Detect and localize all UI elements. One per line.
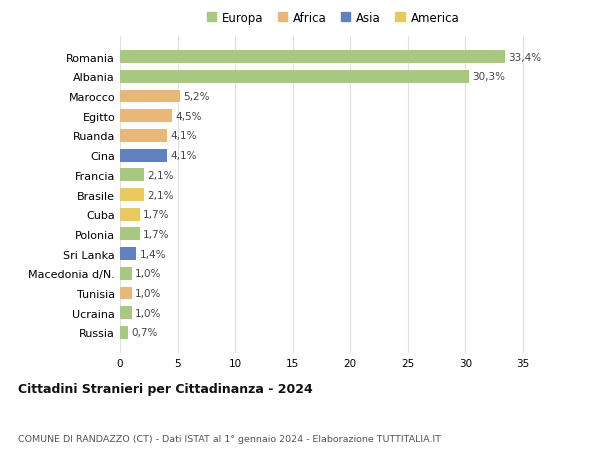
Text: COMUNE DI RANDAZZO (CT) - Dati ISTAT al 1° gennaio 2024 - Elaborazione TUTTITALI: COMUNE DI RANDAZZO (CT) - Dati ISTAT al … xyxy=(18,434,441,442)
Text: 2,1%: 2,1% xyxy=(148,170,174,180)
Text: 2,1%: 2,1% xyxy=(148,190,174,200)
Bar xyxy=(120,149,167,162)
Text: 4,1%: 4,1% xyxy=(170,151,197,161)
Text: 4,1%: 4,1% xyxy=(170,131,197,141)
Text: 30,3%: 30,3% xyxy=(472,72,505,82)
Text: 1,7%: 1,7% xyxy=(143,230,170,240)
Bar xyxy=(120,287,131,300)
Text: 4,5%: 4,5% xyxy=(175,112,202,122)
Text: 1,0%: 1,0% xyxy=(135,269,161,279)
Text: 1,0%: 1,0% xyxy=(135,288,161,298)
Text: 1,0%: 1,0% xyxy=(135,308,161,318)
Bar xyxy=(120,169,144,182)
Bar xyxy=(120,307,131,319)
Bar xyxy=(120,71,469,84)
Bar xyxy=(120,267,131,280)
Bar xyxy=(120,326,128,339)
Bar xyxy=(120,130,167,142)
Text: 1,7%: 1,7% xyxy=(143,210,170,220)
Text: Cittadini Stranieri per Cittadinanza - 2024: Cittadini Stranieri per Cittadinanza - 2… xyxy=(18,382,313,396)
Bar xyxy=(120,228,140,241)
Legend: Europa, Africa, Asia, America: Europa, Africa, Asia, America xyxy=(206,11,460,24)
Bar xyxy=(120,248,136,260)
Bar xyxy=(120,189,144,202)
Text: 5,2%: 5,2% xyxy=(184,92,210,102)
Bar xyxy=(120,110,172,123)
Bar xyxy=(120,208,140,221)
Text: 1,4%: 1,4% xyxy=(140,249,166,259)
Text: 33,4%: 33,4% xyxy=(508,52,541,62)
Bar xyxy=(120,90,180,103)
Text: 0,7%: 0,7% xyxy=(131,328,158,338)
Bar xyxy=(120,51,505,64)
